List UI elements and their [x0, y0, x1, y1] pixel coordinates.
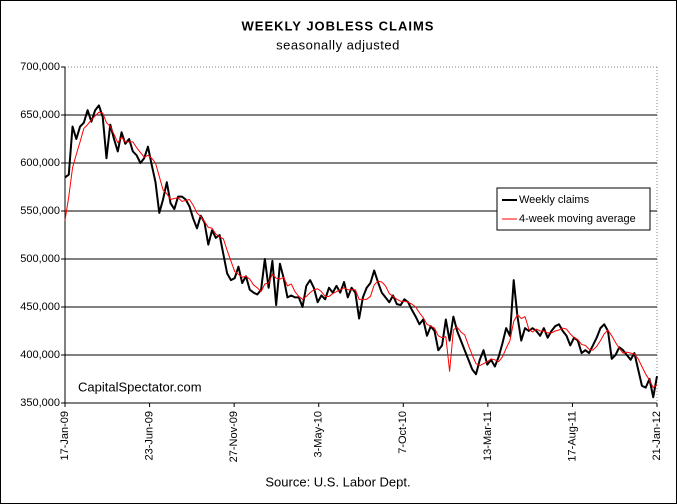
y-tick-label: 550,000 [20, 205, 60, 217]
x-tick-label: 17-Jan-09 [59, 411, 71, 461]
y-tick-label: 350,000 [20, 397, 60, 409]
x-tick-label: 13-Mar-11 [482, 411, 494, 461]
x-tick-label: 21-Jan-12 [651, 411, 663, 461]
data-line [64, 111, 658, 389]
y-tick-label: 450,000 [20, 301, 60, 313]
annotation: CapitalSpectator.com [78, 379, 202, 394]
x-tick-label: 3-May-10 [313, 411, 325, 457]
chart-subtitle: seasonally adjusted [276, 37, 400, 52]
x-tick-label: 23-Jun-09 [143, 411, 155, 461]
y-tick-label: 650,000 [20, 109, 60, 121]
legend-label: 4-week moving average [519, 213, 636, 225]
y-tick-label: 600,000 [20, 157, 60, 169]
x-tick-label: 17-Aug-11 [566, 411, 578, 462]
x-tick-label: 27-Nov-09 [228, 411, 240, 462]
y-tick-label: 400,000 [20, 349, 60, 361]
x-tick-label: 7-Oct-10 [397, 411, 409, 454]
source-note: Source: U.S. Labor Dept. [265, 474, 410, 489]
legend-box [496, 187, 651, 231]
chart-title: WEEKLY JOBLESS CLAIMS [242, 18, 435, 33]
legend-label: Weekly claims [519, 194, 590, 206]
y-tick-label: 700,000 [20, 61, 60, 73]
y-tick-label: 500,000 [20, 253, 60, 265]
data-line [64, 104, 658, 399]
